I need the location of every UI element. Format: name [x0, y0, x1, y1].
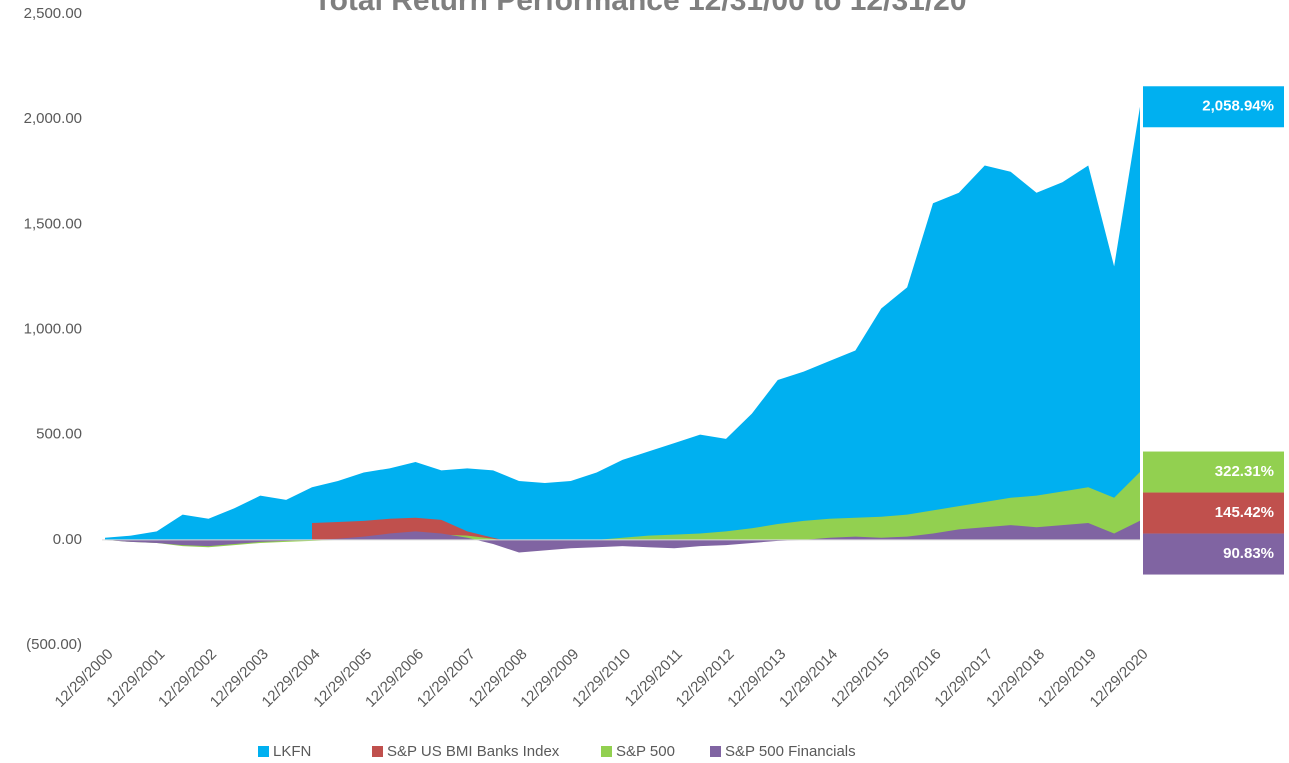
legend-label: S&P 500	[616, 743, 675, 760]
legend-label: S&P US BMI Banks Index	[387, 743, 560, 760]
end-label-box	[1143, 86, 1284, 128]
y-tick-label: 2,500.00	[24, 5, 82, 22]
area	[105, 520, 1140, 553]
end-label-box	[1143, 533, 1284, 575]
y-tick-label: 1,500.00	[24, 215, 82, 232]
end-label-box	[1143, 451, 1284, 493]
legend-swatch	[372, 746, 383, 757]
area	[105, 472, 1140, 548]
y-tick-label: 2,000.00	[24, 110, 82, 127]
legend-swatch	[710, 746, 721, 757]
end-label: 2,058.94%	[1202, 98, 1274, 115]
end-label: 145.42%	[1215, 504, 1274, 521]
y-tick-label: 1,000.00	[24, 320, 82, 337]
y-tick-label: (500.00)	[26, 636, 82, 653]
legend-label: S&P 500 Financials	[725, 743, 856, 760]
end-label: 322.31%	[1215, 463, 1274, 480]
y-tick-label: 500.00	[36, 426, 82, 443]
end-label-box	[1143, 492, 1284, 534]
end-label: 90.83%	[1223, 545, 1274, 562]
chart-title: Total Return Performance 12/31/00 to 12/…	[313, 0, 966, 17]
legend-swatch	[601, 746, 612, 757]
y-tick-label: 0.00	[53, 531, 82, 548]
legend-label: LKFN	[273, 743, 311, 760]
legend-swatch	[258, 746, 269, 757]
area	[105, 106, 1140, 540]
